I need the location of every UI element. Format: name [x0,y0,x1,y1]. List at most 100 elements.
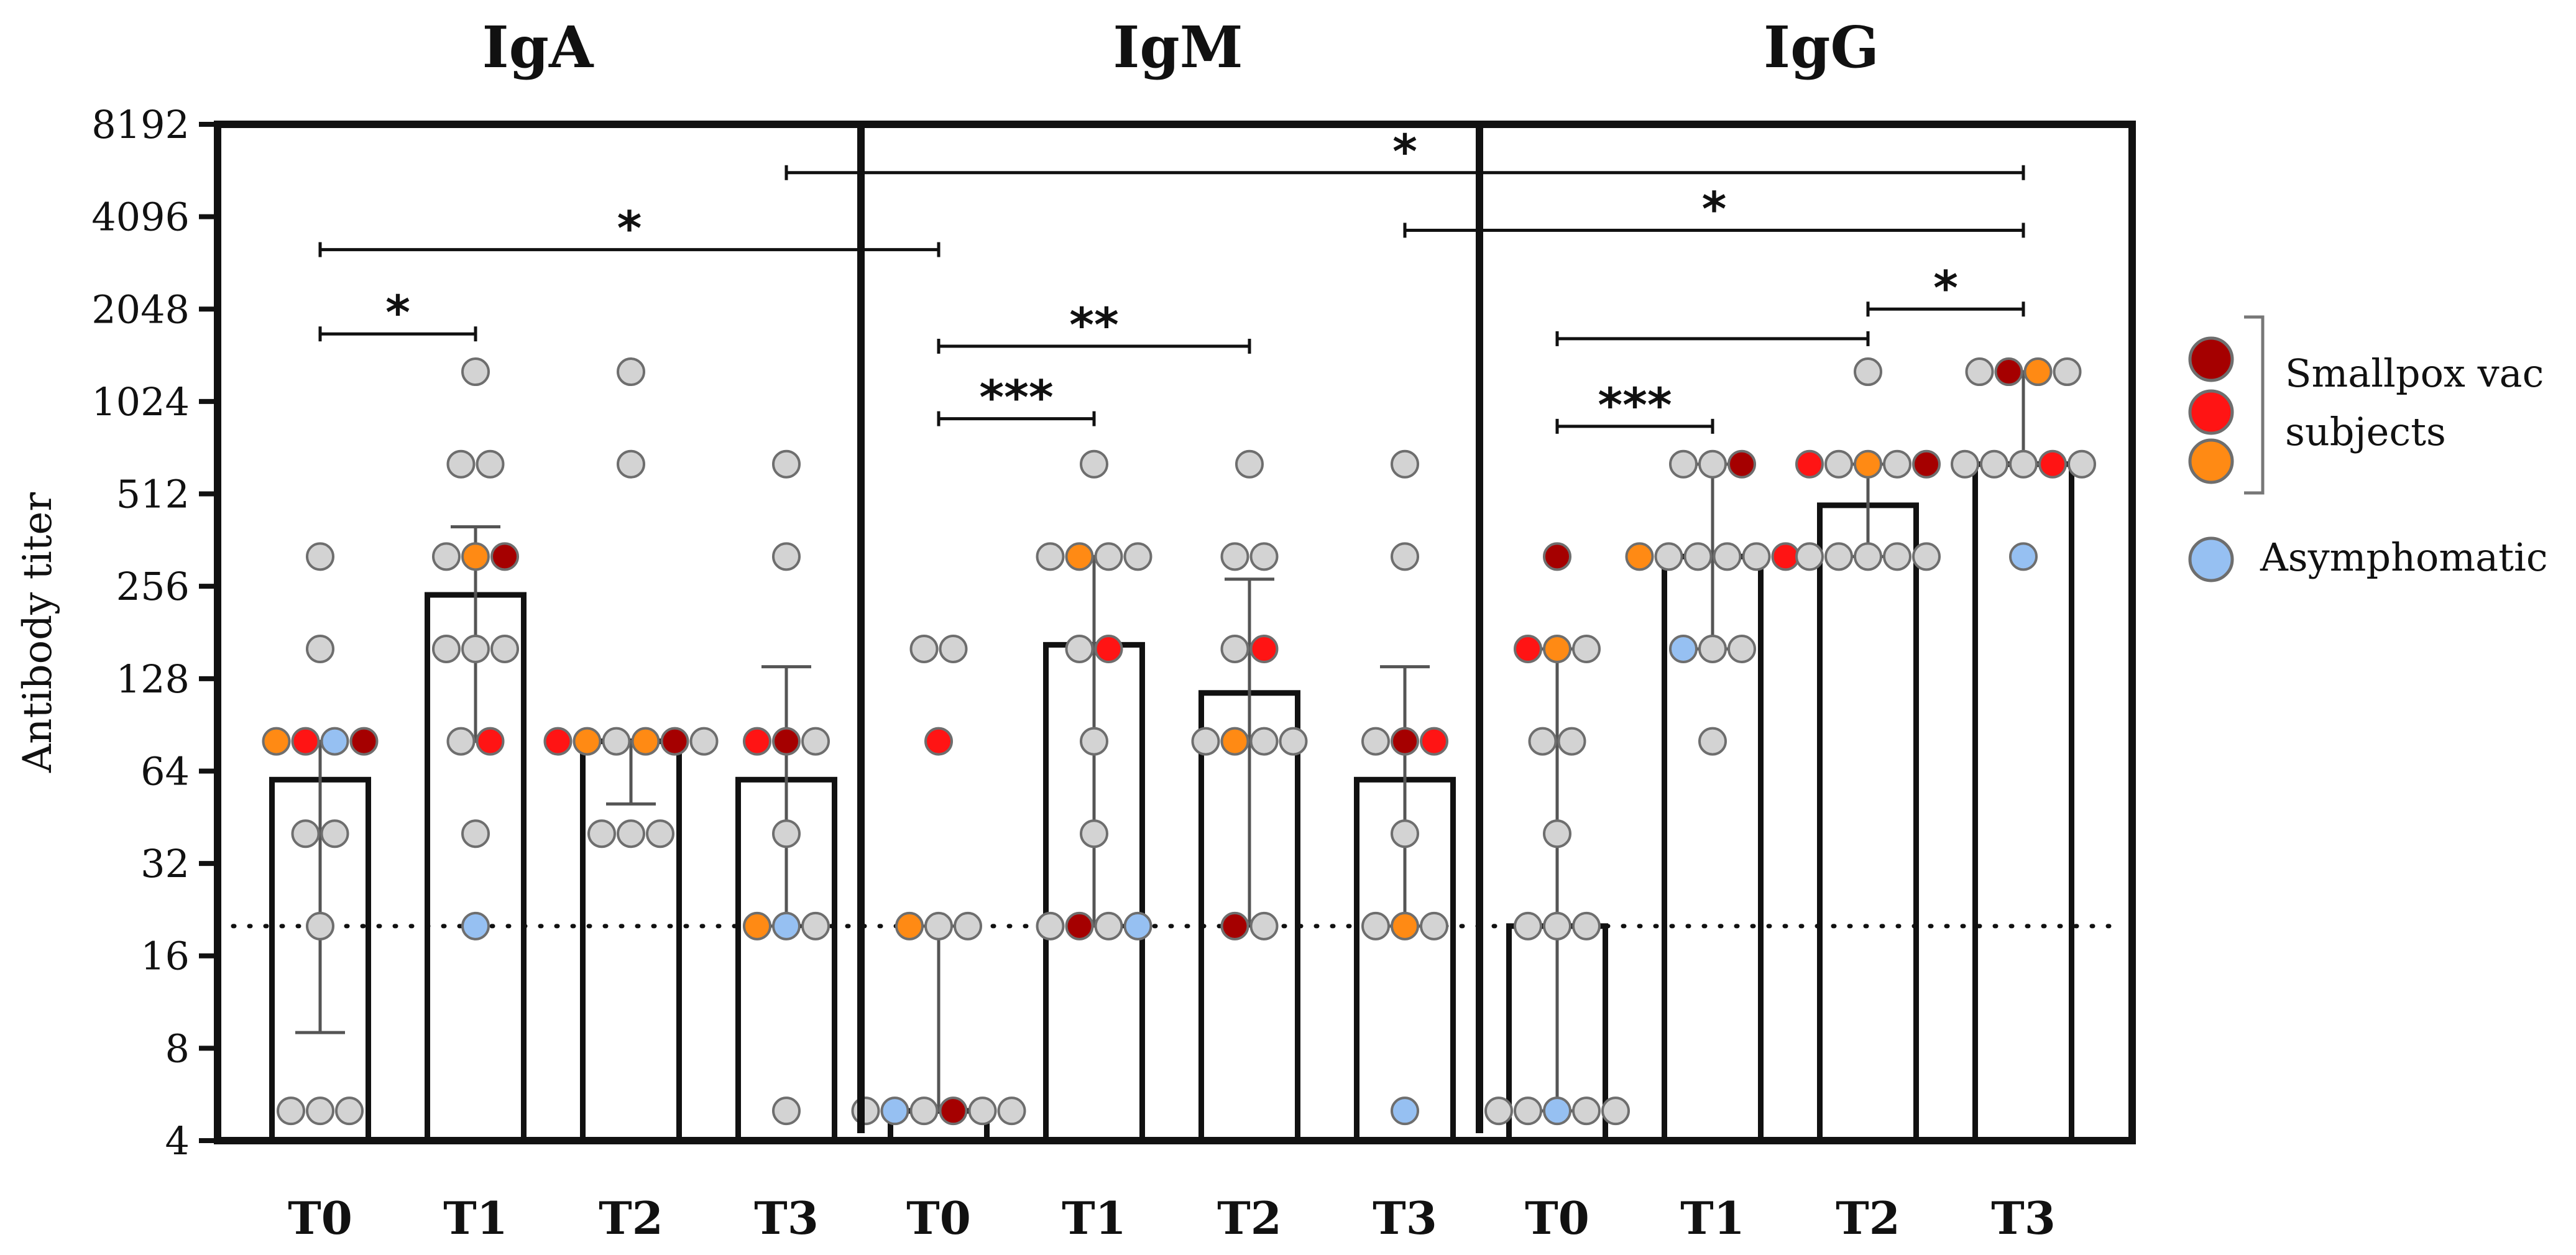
point-igg-t3-darkred [1994,357,2023,387]
point-igm-t2-gray [1191,727,1220,756]
point-iga-t3-orange [743,911,771,940]
point-igg-t3-gray [1980,449,2008,479]
point-igg-t1-orange [1625,542,1654,571]
x-tick-igm-t3: T3 [1373,1192,1437,1244]
point-igg-t2-gray [1883,449,1911,479]
point-igm-t2-gray [1249,542,1279,571]
y-tick-label-8: 8 [165,1026,190,1071]
point-iga-t1-gray [461,357,490,387]
point-igg-t1-gray [1698,449,1727,479]
point-igm-t1-red [1094,634,1123,663]
point-igg-t3-red [2038,449,2067,479]
x-tick-igg-t2: T2 [1836,1192,1900,1244]
point-iga-t0-darkred [349,727,379,756]
point-iga-t3-gray [772,819,801,848]
points-layer [262,357,2096,1126]
panel-title-igm: IgM [1113,14,1243,81]
significance-label-9: * [1933,260,1958,315]
point-igm-t3-gray [1420,911,1448,940]
point-igm-t0-red [924,727,953,756]
point-iga-t1-gray [490,634,519,663]
point-igm-t3-gray [1361,727,1390,756]
point-iga-t0-gray [306,634,334,663]
y-axis-label: Antibody titer [15,492,61,773]
legend-smallpox-label-line2: subjects [2285,409,2446,454]
plot-frame [214,121,2136,1144]
point-igm-t1-darkred [1065,911,1094,940]
point-iga-t0-gray [291,819,320,848]
point-iga-t0-orange [262,727,291,756]
significance-label-1: * [385,285,410,340]
point-igm-t3-gray [1391,542,1419,571]
point-igm-t3-red [1420,727,1448,756]
point-iga-t1-gray [432,542,461,571]
point-iga-t3-red [743,727,771,756]
point-iga-t0-gray [335,1096,364,1126]
point-igg-t1-darkred [1727,449,1756,479]
point-igg-t3-gray [1951,449,1979,479]
point-iga-t1-red [476,727,505,756]
legend-marker-blue [2188,536,2234,582]
point-igg-t0-gray [1514,1096,1542,1126]
legend-smallpox-label-line1: Smallpox vac [2285,351,2544,396]
point-igm-t2-gray [1249,911,1279,940]
point-igg-t2-gray [1883,542,1911,571]
y-tick-label-8192: 8192 [91,102,190,147]
significance-label-4: ** [1069,297,1119,352]
x-tick-igg-t3: T3 [1991,1192,2056,1244]
point-igg-t1-gray [1727,634,1756,663]
bar-igg-t3 [1972,461,2074,1144]
point-iga-t3-blue [772,911,801,940]
x-tick-igg-t1: T1 [1680,1192,1745,1244]
legend-marker-darkred [2188,336,2234,382]
point-iga-t3-gray [772,449,801,479]
x-tick-iga-t1: T1 [443,1192,508,1244]
significance-label-7: *** [1598,377,1672,433]
point-iga-t2-red [543,727,573,756]
point-igm-t3-gray [1391,449,1419,479]
point-igm-t3-gray [1391,819,1419,848]
point-iga-t1-gray [461,819,490,848]
point-igm-t0-gray [924,911,953,940]
point-igg-t0-gray [1572,1096,1601,1126]
point-igm-t2-orange [1220,727,1249,756]
plot-frame-layer [214,121,2136,1144]
point-igg-t0-gray [1543,819,1571,848]
x-tick-igm-t1: T1 [1062,1192,1126,1244]
panel-title-igg: IgG [1764,14,1879,81]
legend-marker-orange [2188,438,2234,484]
point-igg-t0-darkred [1543,542,1571,571]
point-iga-t2-gray [602,727,631,756]
point-iga-t1-gray [476,449,505,479]
point-igg-t2-gray [1854,542,1882,571]
point-iga-t2-gray [587,819,616,848]
point-igg-t2-orange [1854,449,1882,479]
point-igm-t0-gray [939,634,968,663]
point-iga-t0-gray [306,911,334,940]
point-iga-t0-gray [306,1096,334,1126]
point-igm-t0-blue [880,1096,909,1126]
point-igm-t0-darkred [939,1096,968,1126]
point-igm-t2-gray [1220,634,1249,663]
point-igm-t2-gray [1220,542,1249,571]
point-igm-t1-gray [1036,911,1065,940]
point-iga-t3-gray [772,542,801,571]
point-igg-t1-gray [1683,542,1713,571]
x-tick-igg-t0: T0 [1525,1192,1589,1244]
point-igg-t2-gray [1824,449,1853,479]
point-igm-t0-gray [968,1096,997,1126]
point-igg-t3-orange [2023,357,2053,387]
point-igg-t3-gray [1965,357,1994,387]
point-iga-t3-gray [772,1096,801,1126]
point-igm-t1-gray [1080,449,1108,479]
point-igg-t0-gray [1528,727,1557,756]
point-iga-t2-gray [617,449,645,479]
y-tick-label-128: 128 [116,656,190,702]
legend-asymptomatic-label: Asymphomatic [2260,535,2548,580]
point-igg-t1-gray [1698,727,1727,756]
point-igg-t2-darkred [1912,449,1941,479]
point-igg-t1-gray [1669,449,1698,479]
point-iga-t1-gray [446,449,476,479]
significance-label-2: * [617,201,642,256]
